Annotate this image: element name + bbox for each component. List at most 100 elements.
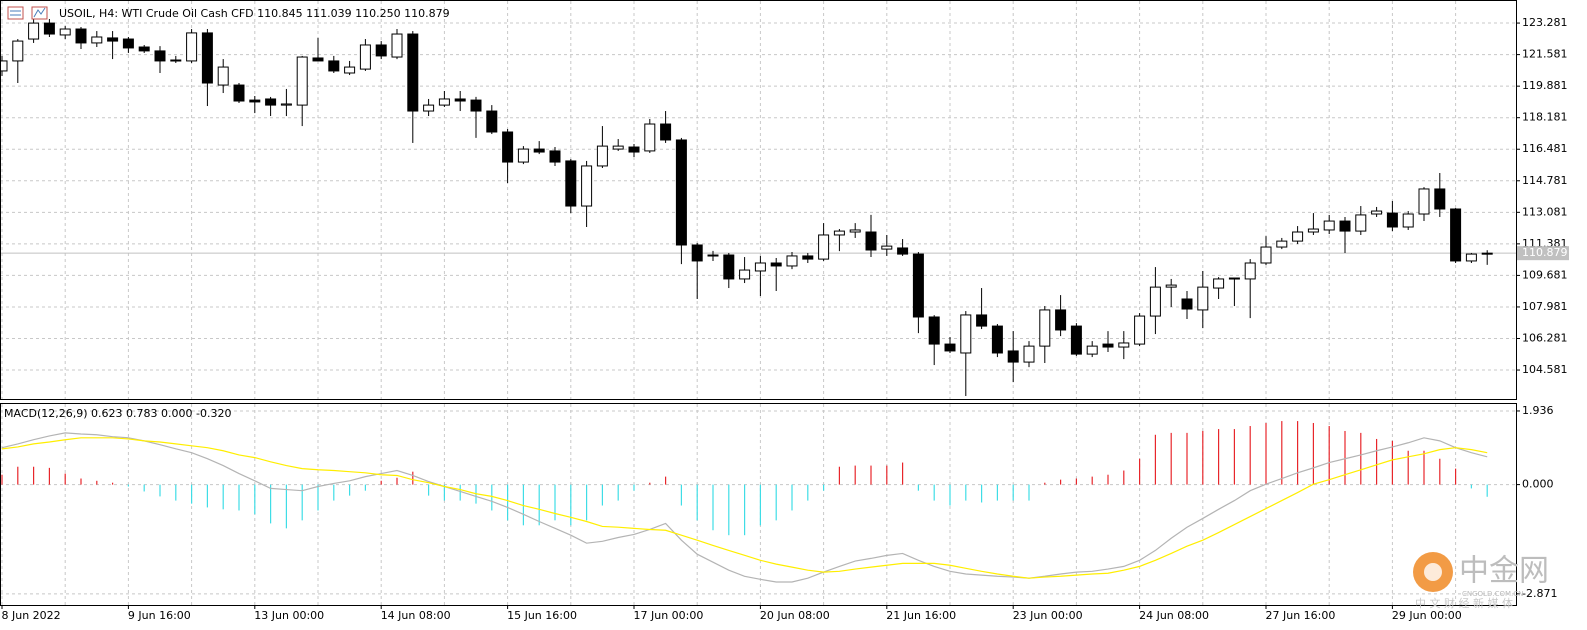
candle-body — [1039, 309, 1051, 347]
candle-body — [502, 131, 514, 163]
candle-body — [533, 148, 545, 153]
candle-body — [739, 269, 751, 280]
y-tick-label: 123.281 — [1522, 16, 1568, 29]
indicator-title: MACD(12,26,9) 0.623 0.783 0.000 -0.320 — [4, 407, 231, 420]
candle-body — [1023, 345, 1035, 363]
candle-body — [59, 28, 71, 36]
last-price-box — [1517, 246, 1569, 261]
candle-body — [43, 22, 55, 35]
candle-body — [91, 36, 103, 44]
toolbar-icons[interactable] — [7, 6, 48, 20]
layers: 104.581106.281107.981109.681111.381113.0… — [0, 1, 1569, 622]
candle-body — [960, 314, 972, 354]
candle-body — [344, 66, 356, 74]
candle-body — [1276, 240, 1288, 248]
indicator-line — [1, 437, 1488, 579]
candle-body — [802, 255, 814, 260]
candle-body — [565, 160, 577, 207]
main-panel-border — [0, 0, 1517, 400]
candle-body — [1371, 210, 1383, 215]
candle-body — [75, 28, 87, 44]
y-tick-label: 107.981 — [1522, 300, 1568, 313]
candle-body — [280, 103, 292, 106]
candle-body — [1402, 213, 1414, 228]
candle-body — [786, 255, 798, 267]
candle-body — [1323, 220, 1335, 231]
candle-body — [1228, 277, 1240, 280]
candle-body — [122, 38, 134, 49]
candle-body — [154, 50, 166, 62]
candle-body — [675, 139, 687, 246]
y-tick-label: 119.881 — [1522, 79, 1568, 92]
candle-body — [1307, 228, 1319, 233]
candle-body — [138, 46, 150, 52]
candle-body — [1181, 298, 1193, 310]
icon-list[interactable] — [7, 6, 24, 20]
candle-body — [1481, 252, 1493, 255]
candle-body — [1465, 253, 1477, 262]
candle-body — [818, 234, 830, 260]
candle-body — [107, 37, 119, 42]
candle-body — [517, 148, 529, 163]
candle-body — [170, 59, 182, 62]
candle-body — [1450, 208, 1462, 262]
candle-body — [201, 32, 213, 84]
y-tick-label: 118.181 — [1522, 111, 1568, 124]
candle-body — [217, 66, 229, 86]
y-tick-label: 114.781 — [1522, 174, 1568, 187]
candle-body — [328, 60, 340, 72]
candle-body — [612, 145, 624, 150]
x-tick-label: 24 Jun 08:00 — [1139, 609, 1209, 622]
candle-body — [1134, 315, 1146, 345]
candle-body — [375, 44, 387, 57]
watermark-domain: CNGOLD.COM.CN — [1462, 590, 1523, 598]
candle-body — [312, 57, 324, 62]
x-tick-label: 29 Jun 00:00 — [1392, 609, 1462, 622]
y-tick-label: 106.281 — [1522, 331, 1568, 344]
candle-body — [912, 253, 924, 318]
watermark-slogan: 中 文 财 经 新 媒 体 — [1415, 596, 1513, 610]
candle-body — [28, 22, 40, 40]
candle-body — [549, 150, 561, 163]
candle-body — [881, 245, 893, 250]
candle-body — [928, 316, 940, 345]
candle-body — [833, 230, 845, 236]
y-tick-label: 104.581 — [1522, 363, 1568, 376]
y-tick-label: 116.481 — [1522, 142, 1568, 155]
candle-body — [581, 165, 593, 207]
x-tick-label: 15 Jun 16:00 — [507, 609, 577, 622]
candle-body — [991, 325, 1003, 354]
candle-body — [438, 98, 450, 106]
candle-body — [1418, 188, 1430, 215]
candle-body — [1386, 212, 1398, 228]
macd-panel-border — [0, 403, 1517, 606]
y-tick-label: 0.000 — [1522, 478, 1554, 491]
candle-body — [407, 33, 419, 112]
x-tick-label: 17 Jun 00:00 — [634, 609, 704, 622]
candle-body — [1149, 286, 1161, 317]
candle-body — [1355, 214, 1367, 232]
candle-body — [1070, 325, 1082, 355]
candle-body — [644, 123, 656, 152]
candle-body — [770, 262, 782, 267]
candle-body — [265, 98, 277, 106]
candle-body — [1086, 345, 1098, 355]
y-tick-label: 1.936 — [1522, 404, 1554, 417]
candle-body — [660, 123, 672, 141]
x-tick-label: 20 Jun 08:00 — [760, 609, 830, 622]
candle-body — [1339, 220, 1351, 232]
candle-body — [486, 110, 498, 133]
candle-body — [691, 244, 703, 262]
candle-body — [359, 44, 371, 70]
candle-body — [944, 343, 956, 352]
candle-body — [391, 33, 403, 58]
y-tick-label: 113.081 — [1522, 205, 1568, 218]
candle-body — [12, 40, 24, 62]
x-tick-label: 23 Jun 00:00 — [1013, 609, 1083, 622]
candle-body — [754, 262, 766, 272]
candle-body — [1007, 350, 1019, 363]
watermark-name: 中金网 — [1459, 554, 1549, 589]
candle-body — [723, 254, 735, 280]
